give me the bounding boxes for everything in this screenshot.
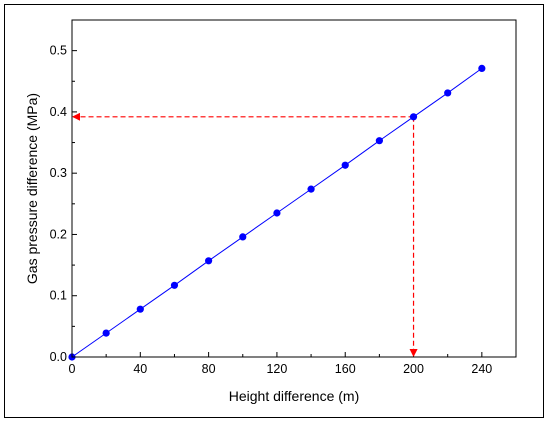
- y-tick-label: 0.1: [50, 289, 67, 303]
- y-tick-label: 0.0: [50, 350, 67, 364]
- plot-area-border: [71, 19, 517, 358]
- data-point: [170, 281, 179, 289]
- data-point: [409, 113, 418, 121]
- data-point: [239, 233, 247, 241]
- y-tick-label: 0.4: [50, 105, 67, 119]
- y-tick-label: 0.3: [50, 166, 67, 180]
- data-point: [444, 89, 452, 97]
- x-tick-label: 200: [403, 362, 424, 376]
- figure-frame: [4, 4, 544, 418]
- data-point: [307, 185, 315, 193]
- data-point: [273, 209, 281, 217]
- y-tick-label: 0.5: [50, 44, 67, 58]
- x-tick-label: 80: [202, 362, 216, 376]
- x-tick-label: 40: [133, 362, 147, 376]
- annotation-layer: [72, 112, 418, 357]
- data-point: [136, 305, 144, 313]
- x-tick-label: 240: [471, 362, 492, 376]
- x-tick-label: 160: [335, 362, 356, 376]
- data-point: [341, 161, 349, 169]
- y-axis-title: Gas pressure difference (MPa): [24, 93, 40, 284]
- data-point: [205, 257, 213, 265]
- series-layer: [68, 64, 486, 361]
- x-tick-label: 0: [69, 362, 76, 376]
- ticks-layer: 0 40 80 120 160 200 240 0.0 0.1 0.2 0.3 0.4 0.5: [50, 19, 492, 376]
- data-point: [375, 137, 383, 145]
- x-tick-label: 120: [266, 362, 287, 376]
- y-tick-label: 0.2: [50, 227, 67, 241]
- data-point: [478, 64, 486, 73]
- x-axis-title: Height difference (m): [229, 388, 359, 404]
- data-point: [102, 329, 110, 337]
